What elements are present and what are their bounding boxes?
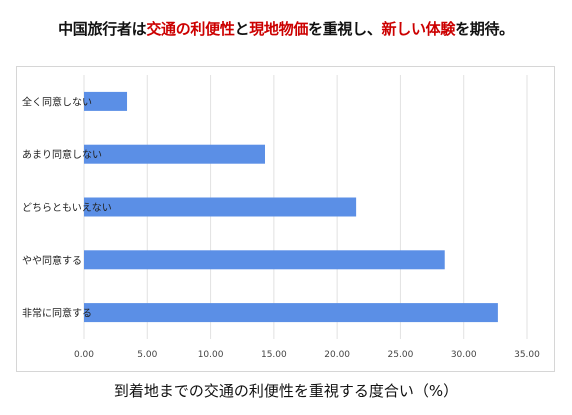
category-label: 全く同意しない <box>22 95 92 108</box>
title-highlight: 現地物価 <box>249 20 309 38</box>
category-label: あまり同意しない <box>22 148 102 161</box>
category-label: やや同意する <box>22 254 82 267</box>
x-tick-label: 10.00 <box>198 350 224 360</box>
bar <box>84 144 265 164</box>
bar <box>84 197 357 217</box>
x-axis-label: 到着地までの交通の利便性を重視する度合い（%） <box>113 382 459 400</box>
chart-area: 0.00 5.00 10.00 15.00 20.00 25.00 30.00 35.00 全く… <box>16 66 555 372</box>
title-text: を期待。 <box>455 20 514 38</box>
bar-chart: 0.00 5.00 10.00 15.00 20.00 25.00 30.00 35.00 全く… <box>22 75 540 360</box>
x-tick-label: 30.00 <box>451 350 477 360</box>
bar <box>84 250 445 270</box>
title-text: と <box>234 20 250 38</box>
category-label: どちらともいえない <box>22 202 112 214</box>
title-text: 中国旅行者は <box>58 20 147 38</box>
category-label: 非常に同意する <box>22 307 92 320</box>
title-text: を重視し、 <box>308 20 382 38</box>
title-highlight: 交通の利便性 <box>146 20 235 38</box>
x-tick-label: 5.00 <box>137 350 157 360</box>
bar <box>84 91 128 111</box>
x-tick-label: 20.00 <box>324 350 350 360</box>
bar <box>84 303 498 323</box>
title-highlight: 新しい体験 <box>381 20 456 38</box>
chart-title: 中国旅行者は交通の利便性と現地物価を重視し、新しい体験を期待。 <box>0 18 572 39</box>
x-tick-label: 25.00 <box>388 350 414 360</box>
x-tick-label: 35.00 <box>514 350 540 360</box>
x-tick-label: 15.00 <box>261 350 287 360</box>
x-tick-label: 0.00 <box>74 350 94 360</box>
